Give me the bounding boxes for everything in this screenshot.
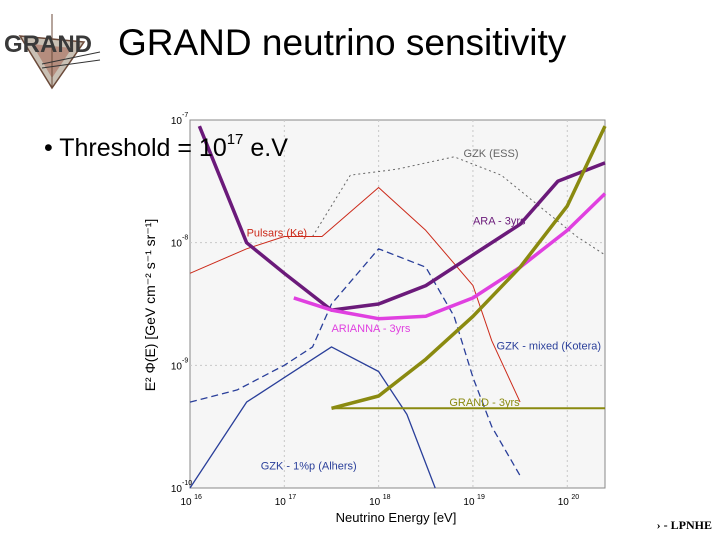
bullet-text: Threshold = 10	[59, 134, 227, 162]
series-label: GZK (ESS)	[464, 148, 519, 160]
chart-series	[189, 125, 607, 489]
bullet-exponent: 17	[226, 131, 244, 148]
y-tick-exponent: -10	[182, 480, 192, 487]
x-tick-label: 10	[180, 497, 192, 508]
chart-labels: GZK (ESS) ARA - 3yrs Pulsars (Ke) ARIANNA -…	[247, 148, 601, 473]
slide-title: GRAND neutrino sensitivity	[118, 22, 567, 63]
x-axis-label: Neutrino Energy [eV]	[336, 510, 457, 525]
y-tick-label: 10	[171, 239, 183, 250]
bullet-threshold: • Threshold = 1017 e.V	[44, 131, 288, 162]
x-tick-exponent: 20	[571, 494, 579, 501]
series-label: ARIANNA - 3yrs	[331, 323, 410, 335]
y-tick-label: 10	[171, 116, 183, 127]
plot-area	[189, 119, 606, 489]
y-axis-label: E² Φ(E) [GeV cm⁻² s⁻¹ sr⁻¹]	[142, 219, 158, 392]
y-tick-exponent: -9	[182, 357, 188, 364]
series-line	[331, 125, 607, 410]
x-tick-label: 10	[369, 497, 381, 508]
x-tick-exponent: 17	[288, 494, 296, 501]
series-label: GZK - 1%p (Alhers)	[261, 461, 357, 473]
x-tick-label: 10	[463, 497, 475, 508]
y-tick-label: 10	[171, 484, 183, 495]
x-tick-exponent: 19	[477, 494, 485, 501]
series-line	[197, 125, 606, 312]
x-tick-exponent: 16	[194, 494, 202, 501]
series-label: Pulsars (Ke)	[247, 228, 308, 240]
series-line	[293, 192, 607, 321]
series-label: GZK - mixed (Kotera)	[497, 340, 602, 352]
y-tick-exponent: -8	[182, 235, 188, 242]
series-line	[189, 248, 521, 477]
series-label: ARA - 3yrs	[473, 215, 526, 227]
x-tick-label: 10	[558, 497, 570, 508]
series-label: GRAND - 3yrs	[449, 397, 520, 409]
series-line	[189, 187, 521, 403]
logo-text: GRAND	[4, 31, 92, 58]
y-tick-label: 10	[171, 361, 183, 372]
y-tick-exponent: -7	[182, 112, 188, 119]
bullet-unit: e.V	[243, 134, 288, 162]
x-tick-exponent: 18	[383, 494, 391, 501]
series-line	[189, 346, 436, 489]
chart-grid	[190, 120, 605, 488]
grand-logo: GRAND	[4, 14, 101, 90]
x-tick-label: 10	[275, 497, 287, 508]
footer-text: › - LPNHE	[656, 518, 712, 532]
